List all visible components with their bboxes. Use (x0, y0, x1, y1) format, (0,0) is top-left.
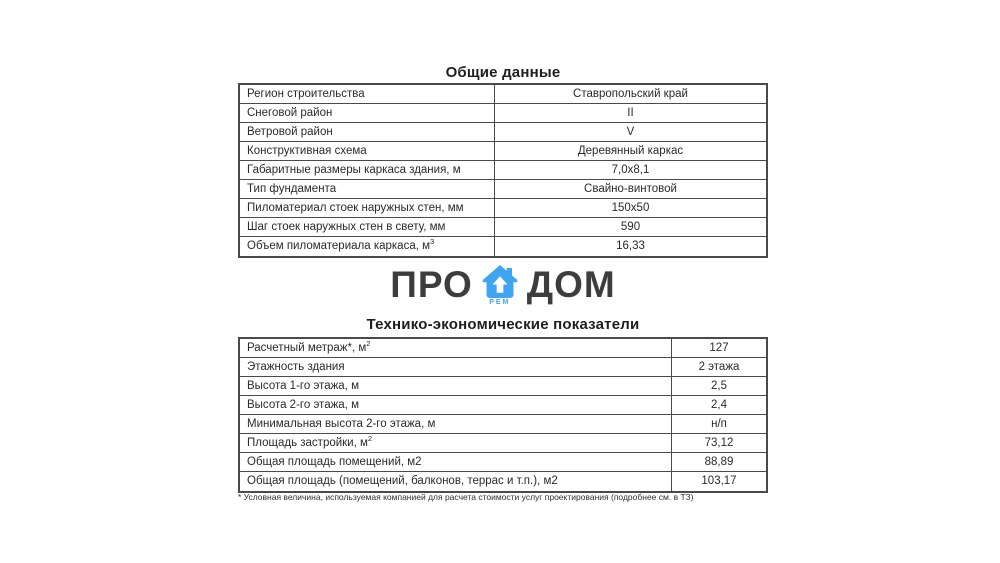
row-label: Конструктивная схема (240, 142, 495, 160)
table-row: Тип фундамента Свайно-винтовой (240, 180, 766, 199)
tech-indicators-title: Технико-экономические показатели (366, 316, 640, 333)
row-label: Общая площадь помещений, м2 (240, 453, 672, 471)
prodom-logo: ПРО РЕМ ДОМ (238, 255, 768, 313)
general-data-table: Регион строительства Ставропольский край С… (238, 83, 768, 258)
row-label: Снеговой район (240, 104, 495, 122)
row-value: 103,17 (701, 475, 737, 487)
table-row: Пиломатериал стоек наружных стен, мм 150x… (240, 199, 766, 218)
table-row: Ветровой район V (240, 123, 766, 142)
table-row: Общая площадь помещений, м2 88,89 (240, 453, 766, 472)
row-value: Свайно-винтовой (584, 183, 677, 195)
row-value: 88,89 (704, 456, 734, 468)
table-row: Этажность здания 2 этажа (240, 358, 766, 377)
general-data-title: Общие данные (445, 64, 561, 81)
row-label: Регион строительства (240, 85, 495, 103)
footnote: * Условная величина, используемая компан… (238, 492, 694, 502)
table-row: Высота 1-го этажа, м 2,5 (240, 377, 766, 396)
row-label: Объем пиломатериала каркаса, м3 (240, 237, 495, 256)
table-row: Общая площадь (помещений, балконов, терр… (240, 472, 766, 491)
row-value: 127 (709, 342, 729, 354)
row-value: 2,5 (711, 380, 727, 392)
table-row: Габаритные размеры каркаса здания, м 7,0x… (240, 161, 766, 180)
row-value: II (627, 107, 634, 119)
table-row: Конструктивная схема Деревянный каркас (240, 142, 766, 161)
row-value: 150x50 (611, 202, 650, 214)
row-label: Пиломатериал стоек наружных стен, мм (240, 199, 495, 217)
row-value: 590 (620, 221, 641, 233)
row-value: 7,0x8,1 (611, 164, 650, 176)
row-value: 73,12 (704, 437, 734, 449)
tech-indicators-table: Расчетный метраж*, м2 127 Этажность здания… (238, 337, 768, 493)
row-label: Габаритные размеры каркаса здания, м (240, 161, 495, 179)
row-label: Общая площадь (помещений, балконов, терр… (240, 472, 672, 491)
row-label: Этажность здания (240, 358, 672, 376)
logo-word-pro: ПРО (390, 263, 473, 305)
row-label: Высота 1-го этажа, м (240, 377, 672, 395)
row-label: Минимальная высота 2-го этажа, м (240, 415, 672, 433)
row-label: Тип фундамента (240, 180, 495, 198)
row-value: 2,4 (711, 399, 727, 411)
row-label: Высота 2-го этажа, м (240, 396, 672, 414)
row-label: Расчетный метраж*, м2 (240, 339, 672, 357)
row-value: 16,33 (616, 240, 645, 252)
row-value: 2 этажа (698, 361, 740, 373)
house-icon (482, 264, 518, 298)
row-label: Шаг стоек наружных стен в свету, мм (240, 218, 495, 236)
row-label: Площадь застройки, м2 (240, 434, 672, 452)
table-row: Площадь застройки, м2 73,12 (240, 434, 766, 453)
row-value: н/п (711, 418, 727, 430)
logo-house-block: РЕМ (482, 264, 518, 306)
table-row: Регион строительства Ставропольский край (240, 85, 766, 104)
table-row: Высота 2-го этажа, м 2,4 (240, 396, 766, 415)
row-label: Ветровой район (240, 123, 495, 141)
table-row: Расчетный метраж*, м2 127 (240, 339, 766, 358)
table-row: Снеговой район II (240, 104, 766, 123)
table-row: Объем пиломатериала каркаса, м3 16,33 (240, 237, 766, 256)
logo-sub-rem: РЕМ (489, 298, 511, 306)
table-row: Шаг стоек наружных стен в свету, мм 590 (240, 218, 766, 237)
logo-word-dom: ДОМ (526, 263, 616, 305)
table-row: Минимальная высота 2-го этажа, м н/п (240, 415, 766, 434)
row-value: Ставропольский край (573, 88, 688, 100)
row-value: V (626, 126, 635, 138)
row-value: Деревянный каркас (577, 145, 684, 157)
